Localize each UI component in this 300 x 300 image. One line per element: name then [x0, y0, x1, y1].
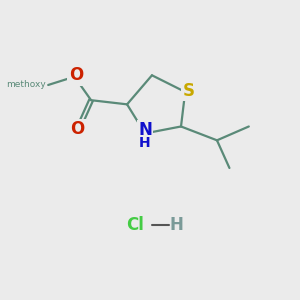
Text: methoxy: methoxy: [6, 80, 46, 89]
Text: O: O: [70, 120, 84, 138]
Text: H: H: [170, 216, 184, 234]
Text: O: O: [69, 66, 83, 84]
Text: N: N: [138, 121, 152, 139]
Text: S: S: [182, 82, 194, 100]
Text: H: H: [139, 136, 151, 150]
Text: Cl: Cl: [126, 216, 144, 234]
